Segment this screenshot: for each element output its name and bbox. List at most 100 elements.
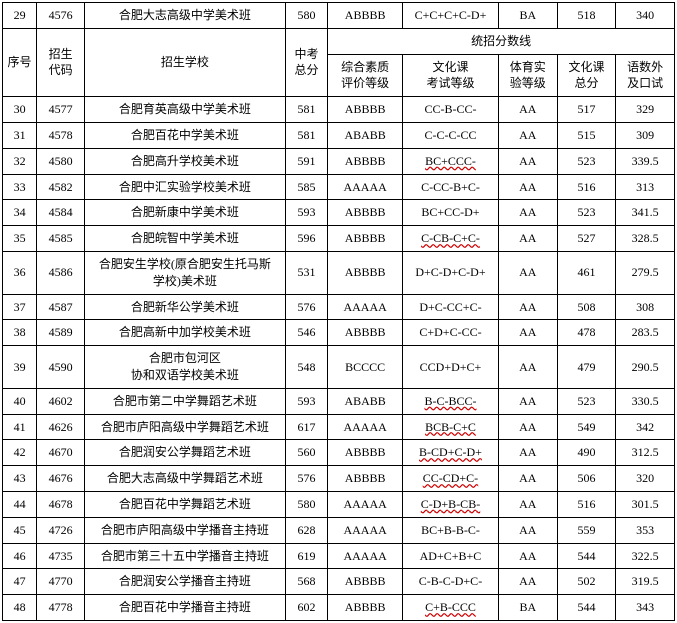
cell-eval: AAAAA (328, 414, 403, 440)
cell-pe: AA (498, 543, 557, 569)
cell-lang: 312.5 (616, 440, 675, 466)
cell-culture: C-C-C-CC (402, 122, 498, 148)
cell-code: 4770 (37, 569, 85, 595)
cell-code: 4589 (37, 320, 85, 346)
cell-cscore: 523 (557, 148, 616, 174)
cell-school: 合肥安生学校(原合肥安生托马斯学校)美术班 (85, 251, 286, 294)
table-row: 354585合肥皖智中学美术班596ABBBBC-CB-C+C-AA527328… (3, 226, 675, 252)
cell-school: 合肥润安公学播音主持班 (85, 569, 286, 595)
cell-pe: AA (498, 440, 557, 466)
cell-lang: 328.5 (616, 226, 675, 252)
cell-school: 合肥市庐阳高级中学舞蹈艺术班 (85, 414, 286, 440)
cell-code: 4584 (37, 200, 85, 226)
cell-score: 591 (285, 148, 328, 174)
cell-culture: CC-B-CC- (402, 97, 498, 123)
cell-score: 602 (285, 595, 328, 621)
cell-cscore: 517 (557, 97, 616, 123)
cell-score: 568 (285, 569, 328, 595)
cell-code: 4576 (37, 3, 85, 29)
cell-lang: 309 (616, 122, 675, 148)
cell-seq: 33 (3, 174, 37, 200)
header-row-1: 序号 招生代码 招生学校 中考总分 统招分数线 (3, 28, 675, 54)
cell-school: 合肥润安公学舞蹈艺术班 (85, 440, 286, 466)
cell-seq: 40 (3, 388, 37, 414)
table-row: 464735合肥市第三十五中学播音主持班619AAAAAAD+C+B+CAA54… (3, 543, 675, 569)
header-code: 招生代码 (37, 28, 85, 96)
cell-score: 628 (285, 517, 328, 543)
cell-score: 548 (285, 346, 328, 389)
cell-seq: 29 (3, 3, 37, 29)
cell-eval: ABBBB (328, 466, 403, 492)
cell-culture: BCB-C+C (402, 414, 498, 440)
cell-score: 593 (285, 200, 328, 226)
cell-pe: BA (498, 3, 557, 29)
cell-pe: BA (498, 595, 557, 621)
cell-cscore: 544 (557, 595, 616, 621)
cell-eval: AAAAA (328, 174, 403, 200)
cell-pe: AA (498, 320, 557, 346)
header-eval: 综合素质评价等级 (328, 54, 403, 97)
table-row: 434676合肥大志高级中学舞蹈艺术班576ABBBBCC-CD+C-AA506… (3, 466, 675, 492)
cell-cscore: 549 (557, 414, 616, 440)
cell-lang: 341.5 (616, 200, 675, 226)
cell-cscore: 559 (557, 517, 616, 543)
cell-pe: AA (498, 174, 557, 200)
cell-code: 4670 (37, 440, 85, 466)
header-lang: 语数外及口试 (616, 54, 675, 97)
cell-pe: AA (498, 148, 557, 174)
table-row: 364586合肥安生学校(原合肥安生托马斯学校)美术班531ABBBBD+C-D… (3, 251, 675, 294)
cell-code: 4678 (37, 491, 85, 517)
cell-seq: 31 (3, 122, 37, 148)
cell-school: 合肥育英高级中学美术班 (85, 97, 286, 123)
table-row: 324580合肥高升学校美术班591ABBBBBC+CCC-AA523339.5 (3, 148, 675, 174)
cell-seq: 42 (3, 440, 37, 466)
cell-cscore: 506 (557, 466, 616, 492)
cell-cscore: 516 (557, 491, 616, 517)
cell-cscore: 516 (557, 174, 616, 200)
cell-score: 619 (285, 543, 328, 569)
cell-pe: AA (498, 97, 557, 123)
table-row: 394590合肥市包河区协和双语学校美术班548BCCCCCCD+D+C+AA4… (3, 346, 675, 389)
cell-eval: BCCCC (328, 346, 403, 389)
cell-score: 576 (285, 294, 328, 320)
cell-school: 合肥中汇实验学校美术班 (85, 174, 286, 200)
admission-table: 29 4576 合肥大志高级中学美术班 580 ABBBB C+C+C+C-D+… (2, 2, 675, 621)
table-row: 474770合肥润安公学播音主持班568ABBBBC-B-C-D+C-AA502… (3, 569, 675, 595)
cell-school: 合肥皖智中学美术班 (85, 226, 286, 252)
cell-lang: 353 (616, 517, 675, 543)
cell-culture: CC-CD+C- (402, 466, 498, 492)
cell-school: 合肥百花中学舞蹈艺术班 (85, 491, 286, 517)
cell-eval: ABBBB (328, 200, 403, 226)
table-row: 484778合肥百花中学播音主持班602ABBBBC+B-CCCBA544343 (3, 595, 675, 621)
header-cscore: 文化课总分 (557, 54, 616, 97)
cell-culture: C-D+B-CB- (402, 491, 498, 517)
cell-code: 4590 (37, 346, 85, 389)
header-seq: 序号 (3, 28, 37, 96)
cell-cscore: 508 (557, 294, 616, 320)
cell-score: 581 (285, 97, 328, 123)
cell-school: 合肥百花中学播音主持班 (85, 595, 286, 621)
cell-culture: AD+C+B+C (402, 543, 498, 569)
cell-score: 546 (285, 320, 328, 346)
cell-school: 合肥市第三十五中学播音主持班 (85, 543, 286, 569)
cell-culture: BC+CCC- (402, 148, 498, 174)
cell-seq: 41 (3, 414, 37, 440)
table-row: 29 4576 合肥大志高级中学美术班 580 ABBBB C+C+C+C-D+… (3, 3, 675, 29)
cell-pe: AA (498, 414, 557, 440)
cell-cscore: 502 (557, 569, 616, 595)
cell-culture: B-C-BCC- (402, 388, 498, 414)
cell-code: 4577 (37, 97, 85, 123)
cell-lang: 330.5 (616, 388, 675, 414)
header-pe: 体育实验等级 (498, 54, 557, 97)
cell-seq: 48 (3, 595, 37, 621)
cell-eval: ABBBB (328, 148, 403, 174)
cell-culture: C+C+C+C-D+ (402, 3, 498, 29)
cell-school: 合肥高升学校美术班 (85, 148, 286, 174)
cell-school: 合肥新康中学美术班 (85, 200, 286, 226)
table-row: 374587合肥新华公学美术班576AAAAAD+C-CC+C-AA508308 (3, 294, 675, 320)
cell-eval: ABBBB (328, 320, 403, 346)
cell-cscore: 479 (557, 346, 616, 389)
table-row: 414626合肥市庐阳高级中学舞蹈艺术班617AAAAABCB-C+CAA549… (3, 414, 675, 440)
cell-lang: 342 (616, 414, 675, 440)
cell-cscore: 461 (557, 251, 616, 294)
